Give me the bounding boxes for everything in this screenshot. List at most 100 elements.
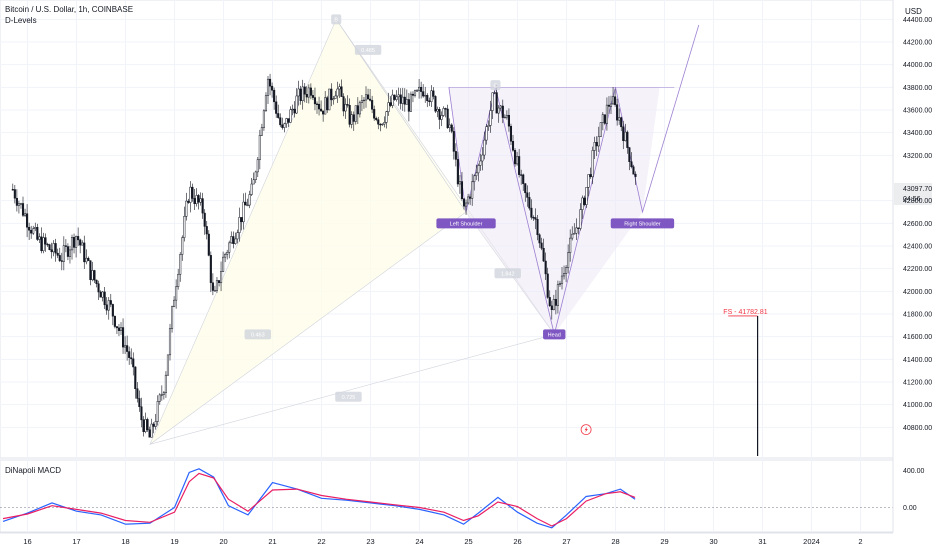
currency-label[interactable]: USD xyxy=(905,7,922,16)
candle-body xyxy=(550,305,553,310)
time-tick-label: 17 xyxy=(72,537,80,546)
candle-body xyxy=(179,254,182,275)
candle-body xyxy=(299,88,302,102)
candle-body xyxy=(60,260,63,262)
candle-body xyxy=(567,252,570,268)
annotation-box[interactable] xyxy=(436,218,496,229)
candle-body xyxy=(407,99,410,112)
annotation-box[interactable] xyxy=(610,218,675,229)
macd-pane[interactable] xyxy=(0,468,893,529)
price-axis[interactable]: 44400.00 44200.00 44000.00 43800.00 43600.00… xyxy=(892,0,932,532)
candle-body xyxy=(144,419,147,432)
candle-body xyxy=(70,237,74,251)
price-tick-label: 43200.00 xyxy=(903,153,932,160)
hs-shaded-area[interactable] xyxy=(448,87,660,335)
annotation-label[interactable]: C xyxy=(493,83,497,89)
price-badge: 43097.70 04:56 xyxy=(894,183,932,205)
price-tick-label: 42400.00 xyxy=(903,244,932,251)
annotation-label[interactable]: 1.842 xyxy=(501,271,515,277)
annotation-box[interactable] xyxy=(490,80,501,91)
candle-body xyxy=(581,197,584,210)
annotation-label[interactable]: Head xyxy=(548,333,561,339)
candle-body xyxy=(432,90,435,97)
candle-body xyxy=(371,100,374,110)
candle-body xyxy=(281,124,284,128)
candle-body xyxy=(369,98,372,101)
price-tick-label: 41600.00 xyxy=(903,334,932,341)
macd-title[interactable]: DiNapoli MACD xyxy=(5,466,62,475)
xabcd-leg[interactable] xyxy=(149,334,555,445)
time-tick-label: 27 xyxy=(562,537,570,546)
candle-body xyxy=(262,110,265,128)
candle-body xyxy=(162,392,165,395)
candle-body xyxy=(248,194,251,206)
price-badge-box xyxy=(894,183,932,205)
fs-level[interactable]: FS - 41782.81 xyxy=(580,309,768,456)
candle-body xyxy=(230,236,233,244)
lightning-icon[interactable] xyxy=(580,424,592,436)
candle-body xyxy=(11,189,14,191)
candle-body xyxy=(452,131,455,152)
annotation-label[interactable]: Left Shoulder xyxy=(450,222,483,228)
candle-body xyxy=(195,195,198,204)
candle-body xyxy=(150,423,153,438)
candle-body xyxy=(117,327,121,331)
candle-body xyxy=(467,196,470,204)
candle-body xyxy=(226,252,229,255)
fs-level-label[interactable]: FS - 41782.81 xyxy=(723,309,767,316)
macd-series-macd[interactable] xyxy=(2,468,636,529)
candle-body xyxy=(503,116,506,119)
candle-body xyxy=(48,244,51,250)
price-tick-label: 42200.00 xyxy=(903,266,932,273)
candle-body xyxy=(479,160,482,166)
annotation-box[interactable] xyxy=(494,268,521,279)
pattern-drawings[interactable] xyxy=(149,18,700,446)
candle-body xyxy=(197,195,200,203)
annotation-box[interactable] xyxy=(354,44,382,55)
candle-body xyxy=(203,212,206,227)
candle-body xyxy=(17,203,20,206)
candle-body xyxy=(595,142,598,147)
candle-body xyxy=(46,243,49,246)
candle-body xyxy=(113,315,116,327)
candle-body xyxy=(483,139,486,156)
candle-body xyxy=(307,87,310,98)
time-axis[interactable]: 16 17 18 19 20 21 22 23 24 25 26 27 28 29 30 31 2024 2 xyxy=(0,532,893,546)
candle-body xyxy=(283,123,286,128)
time-tick-label: 20 xyxy=(219,537,227,546)
candle-body xyxy=(362,99,366,102)
candle-body xyxy=(115,326,118,329)
annotation-box[interactable] xyxy=(335,391,362,402)
annotations[interactable]: B 0.485 C Left Shoulder 1.842 Head Right Shoul… xyxy=(244,14,675,402)
candle-body xyxy=(58,255,61,261)
xabcd-triangle-1[interactable] xyxy=(149,18,467,446)
annotation-label[interactable]: 0.725 xyxy=(342,395,356,401)
last-price: 43097.70 xyxy=(903,186,932,193)
time-tick-label: 29 xyxy=(660,537,668,546)
annotation-label[interactable]: 0.463 xyxy=(251,333,265,339)
candle-body xyxy=(164,374,167,393)
macd-series-signal[interactable] xyxy=(2,472,636,527)
candle-body xyxy=(124,345,127,348)
symbol-title[interactable]: Bitcoin / U.S. Dollar, 1h, COINBASE xyxy=(5,5,134,14)
candle-body xyxy=(220,271,223,284)
indicator-name[interactable]: D-Levels xyxy=(5,16,37,25)
candle-body xyxy=(391,94,394,106)
annotation-label[interactable]: B xyxy=(334,18,338,24)
annotation-label[interactable]: 0.485 xyxy=(361,48,375,54)
candle-body xyxy=(209,255,212,283)
candle-body xyxy=(119,327,123,331)
candle-body xyxy=(340,86,343,97)
candle-body xyxy=(97,283,100,293)
annotation-label[interactable]: Right Shoulder xyxy=(624,222,661,228)
candle-body xyxy=(501,105,504,118)
candle-body xyxy=(499,105,502,109)
annotation-box[interactable] xyxy=(543,329,566,340)
annotation-box[interactable] xyxy=(331,14,342,25)
candle-body xyxy=(177,274,180,288)
candle-body xyxy=(146,419,149,431)
annotation-box[interactable] xyxy=(244,329,272,340)
candle-body xyxy=(160,394,163,396)
candle-body xyxy=(85,257,88,263)
